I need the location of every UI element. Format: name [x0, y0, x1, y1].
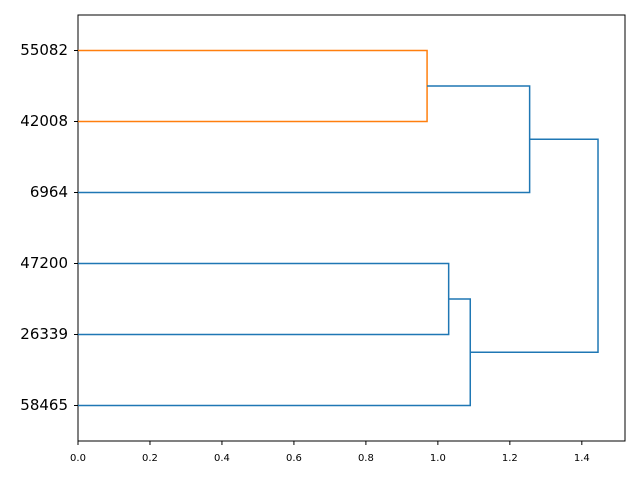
leaf-label: 42008: [20, 112, 68, 130]
leaf-label: 58465: [20, 396, 68, 414]
dendrogram-link: [78, 262, 450, 336]
x-tick-label: 1.4: [574, 453, 590, 464]
x-tick-label: 0.2: [142, 453, 158, 464]
x-tick-label: 1.2: [502, 453, 518, 464]
dendrogram-link: [78, 298, 472, 407]
leaf-label: 55082: [20, 41, 68, 59]
leaf-label: 6964: [30, 183, 68, 201]
x-tick-label: 1.0: [430, 453, 446, 464]
x-tick-label: 0.4: [214, 453, 230, 464]
dendrogram-link: [470, 138, 599, 353]
axes-frame: [77, 14, 626, 442]
leaf-label: 47200: [20, 254, 68, 272]
x-tick-label: 0.6: [286, 453, 302, 464]
dendrogram-link: [78, 85, 531, 194]
x-tick-label: 0.0: [70, 453, 86, 464]
dendrogram-link: [78, 49, 428, 123]
leaf-label: 26339: [20, 325, 68, 343]
x-tick-label: 0.8: [358, 453, 374, 464]
